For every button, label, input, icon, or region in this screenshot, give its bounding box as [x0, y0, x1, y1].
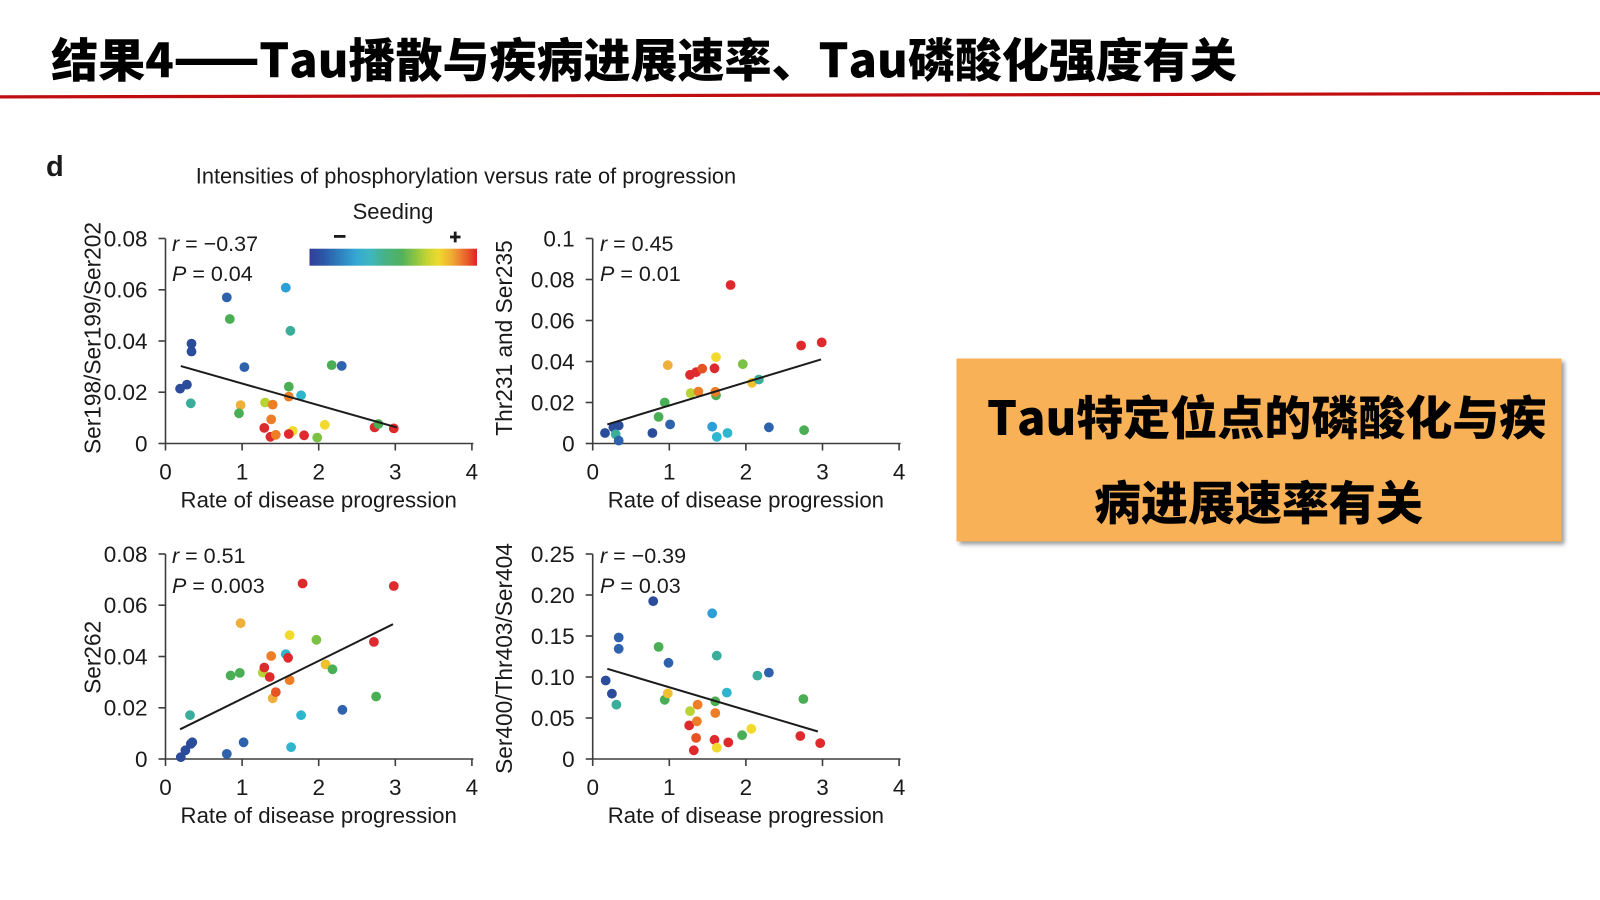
svg-text:0: 0 — [135, 431, 148, 456]
svg-text:0: 0 — [586, 460, 599, 485]
svg-text:0.02: 0.02 — [104, 380, 148, 405]
svg-text:Rate of disease progression: Rate of disease progression — [608, 488, 884, 513]
svg-text:0.1: 0.1 — [543, 226, 574, 251]
svg-text:d: d — [46, 151, 64, 183]
svg-text:4: 4 — [466, 460, 479, 485]
svg-text:2: 2 — [740, 775, 753, 800]
svg-text:Seeding: Seeding — [353, 199, 434, 224]
svg-text:0.06: 0.06 — [104, 593, 148, 618]
svg-text:3: 3 — [816, 460, 829, 485]
svg-text:Thr231 and Ser235: Thr231 and Ser235 — [491, 240, 517, 436]
svg-text:P = 0.01: P = 0.01 — [600, 262, 681, 286]
svg-text:2: 2 — [740, 460, 753, 485]
svg-text:1: 1 — [236, 460, 249, 485]
svg-text:1: 1 — [663, 460, 676, 485]
svg-text:Ser262: Ser262 — [80, 621, 106, 694]
svg-text:0: 0 — [159, 775, 172, 800]
svg-text:4: 4 — [893, 460, 906, 485]
svg-text:P = 0.04: P = 0.04 — [172, 262, 253, 286]
svg-text:0: 0 — [562, 747, 575, 772]
svg-text:0.08: 0.08 — [104, 226, 148, 251]
svg-text:0: 0 — [135, 747, 148, 772]
svg-text:r = −0.37: r = −0.37 — [172, 232, 258, 256]
svg-text:0.02: 0.02 — [531, 390, 575, 415]
svg-text:r = 0.45: r = 0.45 — [600, 232, 674, 256]
svg-text:P = 0.03: P = 0.03 — [600, 574, 681, 598]
svg-text:0.06: 0.06 — [531, 308, 575, 333]
svg-text:Ser198/Ser199/Ser202: Ser198/Ser199/Ser202 — [80, 222, 106, 454]
svg-text:3: 3 — [389, 460, 402, 485]
svg-text:0.10: 0.10 — [531, 665, 575, 690]
svg-text:2: 2 — [312, 460, 325, 485]
svg-text:0: 0 — [562, 431, 575, 456]
svg-text:0.08: 0.08 — [104, 542, 148, 567]
svg-text:1: 1 — [236, 775, 249, 800]
svg-text:3: 3 — [816, 775, 829, 800]
svg-text:0.20: 0.20 — [531, 583, 575, 608]
svg-text:0.06: 0.06 — [104, 278, 148, 303]
svg-text:Rate of disease progression: Rate of disease progression — [181, 488, 457, 513]
svg-text:4: 4 — [893, 775, 906, 800]
svg-text:0.15: 0.15 — [531, 624, 575, 649]
svg-text:r = 0.51: r = 0.51 — [172, 544, 246, 568]
svg-text:Ser400/Thr403/Ser404: Ser400/Thr403/Ser404 — [491, 543, 517, 774]
svg-text:0: 0 — [159, 460, 172, 485]
svg-text:0.02: 0.02 — [104, 696, 148, 721]
svg-text:0.25: 0.25 — [531, 542, 575, 567]
svg-text:0.04: 0.04 — [104, 644, 148, 669]
svg-text:0.04: 0.04 — [104, 329, 148, 354]
svg-text:1: 1 — [663, 775, 676, 800]
svg-text:2: 2 — [312, 775, 325, 800]
svg-text:P = 0.003: P = 0.003 — [172, 574, 265, 598]
svg-text:0.04: 0.04 — [531, 349, 575, 374]
svg-text:Rate of disease progression: Rate of disease progression — [181, 803, 457, 828]
svg-text:4: 4 — [466, 775, 479, 800]
svg-text:0: 0 — [586, 775, 599, 800]
svg-text:0.08: 0.08 — [531, 267, 575, 292]
svg-text:3: 3 — [389, 775, 402, 800]
svg-text:Intensities of phosphorylation: Intensities of phosphorylation versus ra… — [196, 164, 736, 189]
svg-text:0.05: 0.05 — [531, 706, 575, 731]
svg-text:Rate of disease progression: Rate of disease progression — [608, 803, 884, 828]
svg-text:r = −0.39: r = −0.39 — [600, 544, 686, 568]
